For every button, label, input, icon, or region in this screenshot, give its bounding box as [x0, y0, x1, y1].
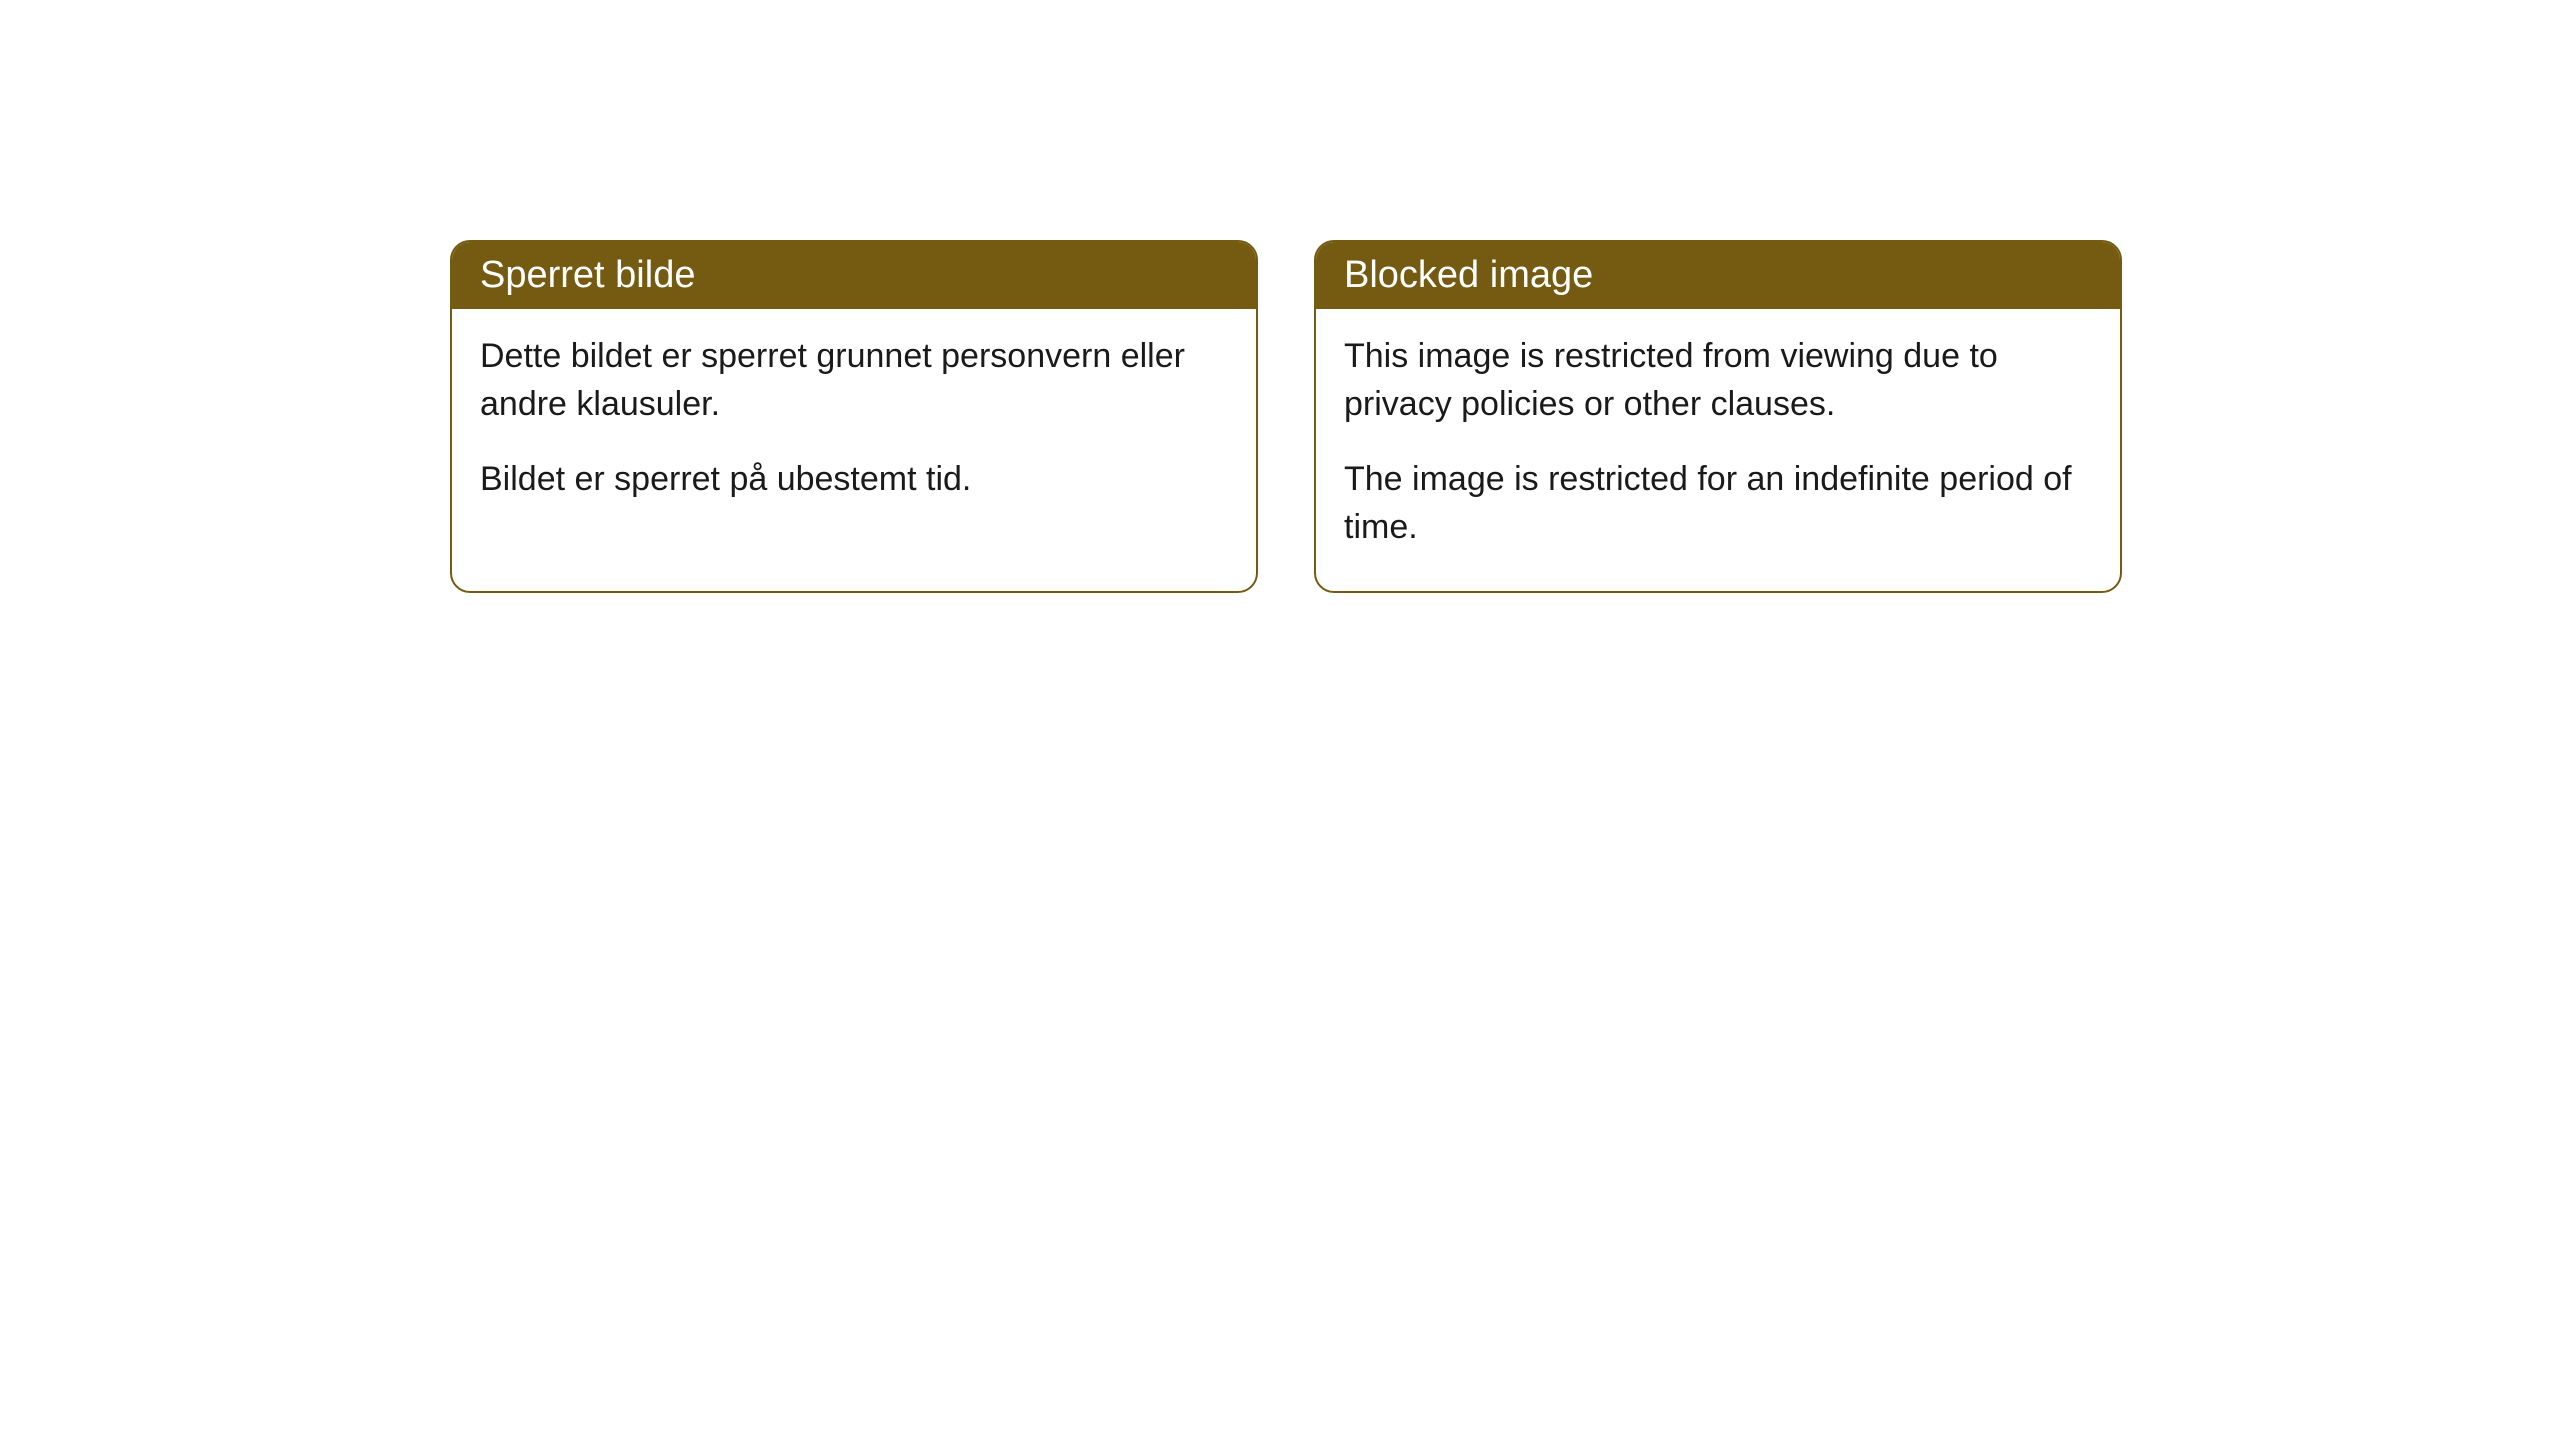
card-header-norwegian: Sperret bilde: [452, 242, 1256, 309]
card-body-norwegian: Dette bildet er sperret grunnet personve…: [452, 309, 1256, 544]
notice-card-norwegian: Sperret bilde Dette bildet er sperret gr…: [450, 240, 1258, 593]
card-header-english: Blocked image: [1316, 242, 2120, 309]
card-paragraph: Bildet er sperret på ubestemt tid.: [480, 456, 1228, 504]
card-paragraph: The image is restricted for an indefinit…: [1344, 456, 2092, 551]
notice-cards-container: Sperret bilde Dette bildet er sperret gr…: [450, 240, 2122, 593]
card-paragraph: Dette bildet er sperret grunnet personve…: [480, 333, 1228, 428]
card-paragraph: This image is restricted from viewing du…: [1344, 333, 2092, 428]
notice-card-english: Blocked image This image is restricted f…: [1314, 240, 2122, 593]
card-body-english: This image is restricted from viewing du…: [1316, 309, 2120, 591]
